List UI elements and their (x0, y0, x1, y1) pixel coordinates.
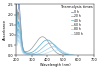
Line: 100 h: 100 h (16, 35, 94, 55)
40 h (61, 52, 62, 53)
Line: 40 h: 40 h (16, 12, 94, 55)
60 h (20, 41, 22, 42)
60 h (93, 55, 94, 56)
Y-axis label: Absorbance: Absorbance (3, 19, 7, 40)
20 h (93, 55, 94, 56)
60 h (82, 55, 84, 56)
20 h (74, 55, 76, 56)
40 h (20, 38, 22, 39)
20 h (20, 33, 22, 34)
40 h (63, 53, 64, 54)
40 h (82, 55, 84, 56)
60 h (74, 55, 76, 56)
80 h (93, 55, 94, 56)
80 h (82, 55, 84, 56)
Line: 20 h: 20 h (16, 0, 94, 55)
Line: 60 h: 60 h (16, 22, 94, 55)
100 h (63, 51, 64, 52)
100 h (65, 52, 66, 53)
20 h (82, 55, 84, 56)
80 h (74, 55, 76, 56)
0 h (63, 55, 64, 56)
0 h (20, 27, 22, 28)
0 h (61, 55, 62, 56)
100 h (20, 47, 22, 48)
40 h (74, 55, 76, 56)
80 h (20, 44, 22, 45)
100 h (82, 55, 84, 56)
Line: 0 h: 0 h (16, 0, 94, 55)
100 h (93, 55, 94, 56)
60 h (16, 21, 17, 22)
40 h (93, 55, 94, 56)
Line: 80 h: 80 h (16, 29, 94, 55)
0 h (74, 55, 76, 56)
20 h (16, 0, 17, 1)
20 h (61, 54, 62, 55)
80 h (61, 50, 62, 51)
100 h (74, 55, 76, 56)
40 h (16, 12, 17, 13)
Legend: 0 h, 20 h, 40 h, 60 h, 80 h, 100 h: 0 h, 20 h, 40 h, 60 h, 80 h, 100 h (60, 5, 93, 36)
0 h (65, 55, 66, 56)
80 h (16, 29, 17, 30)
80 h (63, 51, 64, 52)
40 h (65, 54, 66, 55)
X-axis label: Wavelength (nm): Wavelength (nm) (40, 63, 70, 67)
60 h (65, 53, 66, 54)
100 h (16, 35, 17, 36)
20 h (65, 55, 66, 56)
60 h (63, 52, 64, 53)
0 h (82, 55, 84, 56)
0 h (93, 55, 94, 56)
20 h (63, 55, 64, 56)
